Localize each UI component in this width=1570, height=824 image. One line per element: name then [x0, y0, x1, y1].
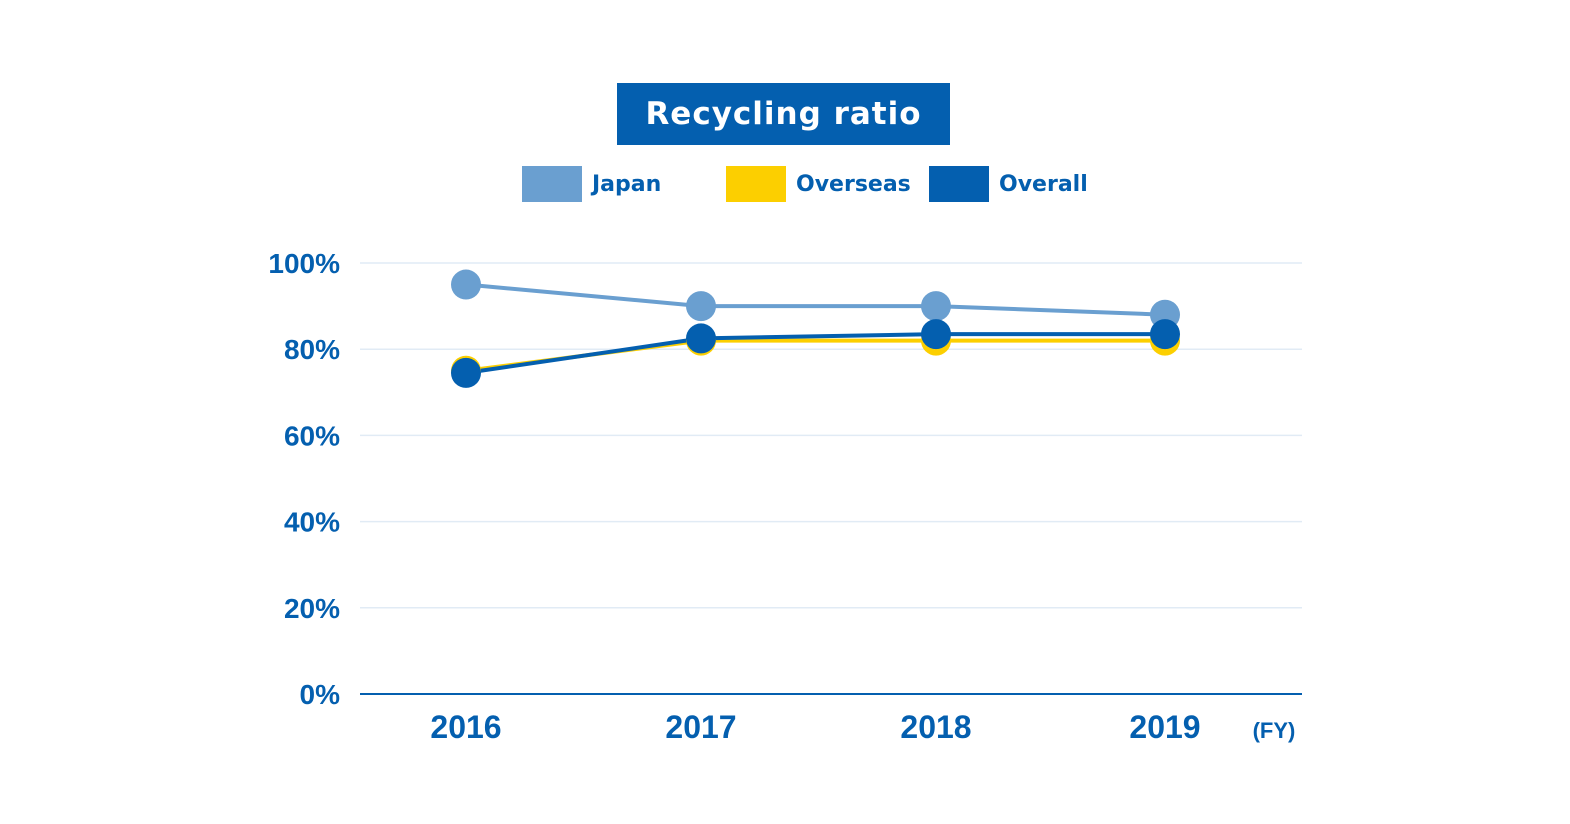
y-tick-label: 60%	[284, 420, 340, 451]
legend: Japan Overseas Overall	[0, 166, 1570, 202]
data-point-overall	[451, 357, 481, 388]
x-tick-label: 2016	[430, 709, 501, 745]
series-line-japan	[465, 282, 1166, 317]
data-point-overall	[921, 319, 951, 350]
data-point-japan	[686, 291, 716, 322]
y-tick-label: 100%	[268, 248, 340, 279]
y-tick-label: 80%	[284, 334, 340, 365]
data-point-overall	[686, 323, 716, 354]
legend-swatch-japan	[522, 166, 582, 202]
series-line-overall	[465, 332, 1165, 375]
legend-swatch-overseas	[726, 166, 786, 202]
legend-item-overall: Overall	[929, 166, 1088, 202]
x-tick-label: 2018	[900, 709, 971, 745]
x-tick-label: 2017	[665, 709, 736, 745]
data-point-overall	[1150, 319, 1180, 350]
y-tick-label: 40%	[284, 507, 340, 538]
data-point-japan	[921, 291, 951, 322]
legend-label-overseas: Overseas	[796, 171, 911, 197]
legend-item-overseas: Overseas	[726, 166, 911, 202]
legend-swatch-overall	[929, 166, 989, 202]
x-unit-label: (FY)	[1253, 718, 1296, 743]
legend-item-japan: Japan	[522, 166, 661, 202]
legend-label-overall: Overall	[999, 171, 1088, 197]
y-tick-label: 0%	[300, 679, 341, 710]
x-tick-label: 2019	[1129, 709, 1200, 745]
chart-title: Recycling ratio	[617, 83, 950, 145]
y-tick-label: 20%	[284, 593, 340, 624]
legend-label-japan: Japan	[592, 171, 662, 197]
data-point-japan	[451, 269, 481, 300]
